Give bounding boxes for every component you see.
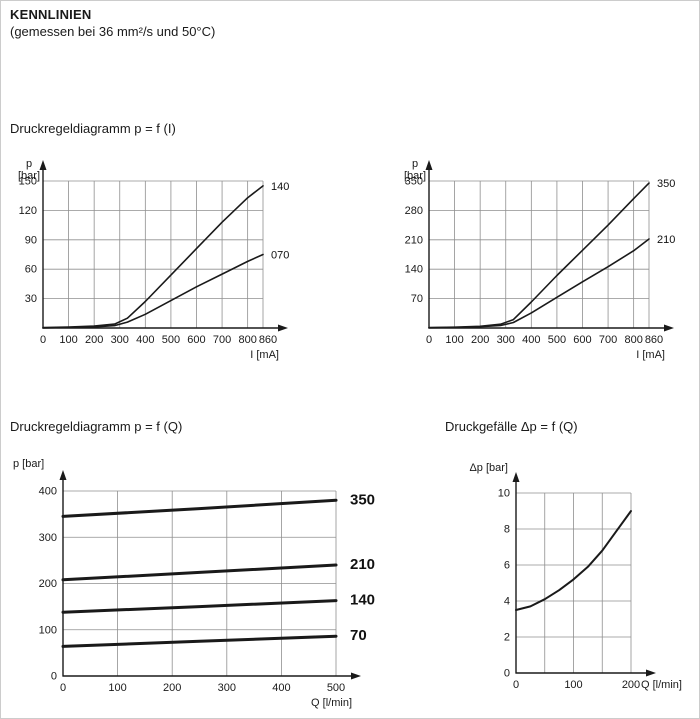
page-title: KENNLINIEN: [10, 7, 92, 22]
section-title-pressure-vs-current: Druckregeldiagramm p = f (I): [10, 121, 176, 136]
svg-text:Q [l/min]: Q [l/min]: [641, 679, 682, 691]
svg-text:100: 100: [445, 334, 463, 346]
svg-text:6: 6: [504, 560, 510, 572]
svg-text:300: 300: [218, 682, 236, 694]
svg-text:0: 0: [60, 682, 66, 694]
svg-text:500: 500: [162, 334, 180, 346]
svg-text:0: 0: [426, 334, 432, 346]
svg-text:70: 70: [350, 627, 367, 644]
svg-text:Q [l/min]: Q [l/min]: [311, 697, 352, 709]
page-subtitle: (gemessen bei 36 mm²/s und 50°C): [10, 24, 216, 39]
svg-text:350: 350: [657, 178, 675, 190]
svg-text:2: 2: [504, 632, 510, 644]
svg-text:300: 300: [39, 532, 57, 544]
svg-text:600: 600: [187, 334, 205, 346]
svg-text:200: 200: [622, 679, 640, 691]
svg-text:100: 100: [39, 624, 57, 636]
svg-text:200: 200: [471, 334, 489, 346]
svg-text:[bar]: [bar]: [404, 170, 426, 182]
chart-pressure-vs-current-350bar: 0 100 200 300 400 500 600 700 800 860 70 140 210 280 3…: [404, 158, 675, 361]
svg-text:0: 0: [40, 334, 46, 346]
section-title-pressure-drop-vs-flow: Druckgefälle Δp = f (Q): [445, 419, 578, 434]
svg-text:400: 400: [136, 334, 154, 346]
svg-text:[bar]: [bar]: [18, 170, 40, 182]
svg-text:30: 30: [25, 293, 37, 305]
svg-text:860: 860: [645, 334, 663, 346]
svg-text:0: 0: [51, 671, 57, 683]
svg-text:100: 100: [108, 682, 126, 694]
svg-text:Δp [bar]: Δp [bar]: [469, 462, 508, 474]
svg-text:400: 400: [522, 334, 540, 346]
svg-text:p: p: [412, 158, 418, 170]
svg-text:0: 0: [504, 668, 510, 680]
section-title-pressure-vs-flow: Druckregeldiagramm p = f (Q): [10, 419, 183, 434]
svg-text:700: 700: [599, 334, 617, 346]
svg-text:400: 400: [272, 682, 290, 694]
svg-text:200: 200: [39, 578, 57, 590]
svg-text:140: 140: [405, 264, 423, 276]
svg-text:150: 150: [19, 176, 37, 188]
svg-text:350: 350: [405, 176, 423, 188]
svg-text:120: 120: [19, 205, 37, 217]
svg-text:860: 860: [259, 334, 277, 346]
svg-text:4: 4: [504, 596, 510, 608]
svg-text:I [mA]: I [mA]: [250, 349, 279, 361]
svg-text:60: 60: [25, 264, 37, 276]
svg-text:I [mA]: I [mA]: [636, 349, 665, 361]
svg-text:8: 8: [504, 524, 510, 536]
svg-text:800: 800: [624, 334, 642, 346]
svg-text:700: 700: [213, 334, 231, 346]
svg-text:280: 280: [405, 205, 423, 217]
svg-text:200: 200: [163, 682, 181, 694]
svg-text:350: 350: [350, 491, 375, 508]
svg-text:70: 70: [411, 293, 423, 305]
svg-text:600: 600: [573, 334, 591, 346]
chart-pressure-drop-vs-flow: 0 100 200 0 2 4 6 8 10 Q [l/min] Δp [bar]: [469, 462, 682, 691]
svg-text:400: 400: [39, 486, 57, 498]
svg-text:210: 210: [657, 234, 675, 246]
svg-text:140: 140: [350, 592, 375, 609]
chart-pressure-vs-flow: 0 100 200 300 400 500 0 100 200 300 400 Q [l/min] p …: [13, 458, 375, 709]
svg-text:100: 100: [564, 679, 582, 691]
svg-text:0: 0: [513, 679, 519, 691]
svg-text:500: 500: [548, 334, 566, 346]
svg-text:200: 200: [85, 334, 103, 346]
svg-text:800: 800: [238, 334, 256, 346]
svg-text:p [bar]: p [bar]: [13, 458, 44, 470]
svg-text:300: 300: [497, 334, 515, 346]
svg-text:210: 210: [350, 556, 375, 573]
svg-text:90: 90: [25, 234, 37, 246]
svg-text:10: 10: [498, 488, 510, 500]
svg-text:210: 210: [405, 234, 423, 246]
svg-text:p: p: [26, 158, 32, 170]
svg-text:300: 300: [111, 334, 129, 346]
svg-text:500: 500: [327, 682, 345, 694]
svg-text:140: 140: [271, 181, 289, 193]
svg-text:070: 070: [271, 250, 289, 262]
svg-text:100: 100: [59, 334, 77, 346]
chart-pressure-vs-current-150bar: 0 100 200 300 400 500 600 700 800 860 30 60 90 120 150…: [18, 158, 289, 361]
